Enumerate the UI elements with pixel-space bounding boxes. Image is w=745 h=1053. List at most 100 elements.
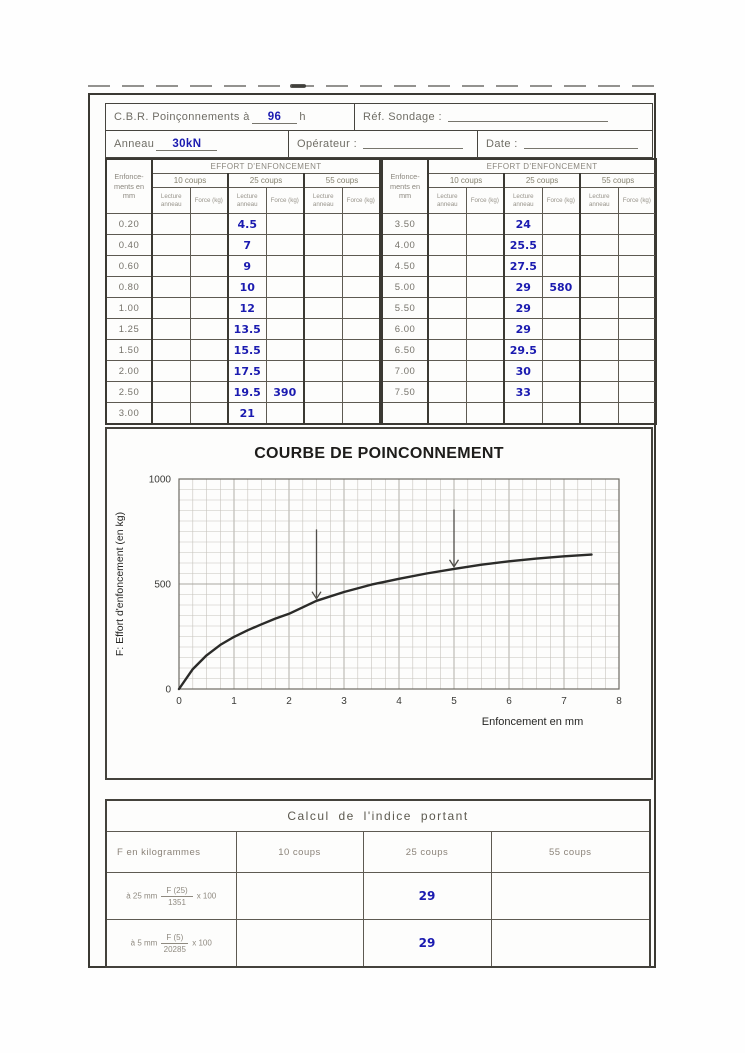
- lecture-anneau-header: Lecture anneau: [579, 187, 619, 214]
- handwritten-value: 21: [239, 407, 255, 420]
- calc-value-cell: 29: [362, 919, 492, 968]
- lecture-cell: [427, 213, 467, 235]
- depth-cell: 0.80: [105, 276, 153, 298]
- force-header: Force (kg): [189, 187, 229, 214]
- force-cell: [189, 339, 229, 361]
- lecture-anneau-header: Lecture anneau: [427, 187, 467, 214]
- force-cell: [465, 360, 505, 382]
- svg-text:0: 0: [165, 685, 171, 696]
- force-cell: [341, 234, 381, 256]
- force-cell: [265, 255, 305, 277]
- lecture-cell: [303, 276, 343, 298]
- handwritten-value: 30: [515, 365, 531, 378]
- table-row: 6.50 29.5: [381, 339, 657, 361]
- lecture-cell: [427, 381, 467, 403]
- lecture-cell: [303, 234, 343, 256]
- lecture-cell: [427, 297, 467, 319]
- force-cell: [617, 339, 657, 361]
- force-cell: [465, 255, 505, 277]
- force-cell: [617, 297, 657, 319]
- handwritten-value: 12: [239, 302, 255, 315]
- table-row: [381, 402, 657, 425]
- force-cell: [265, 276, 305, 298]
- force-header: Force (kg): [265, 187, 305, 214]
- table-row: 4.50 27.5: [381, 255, 657, 277]
- depth-cell: 5.00: [381, 276, 429, 298]
- force-cell: [541, 213, 581, 235]
- force-cell: [465, 339, 505, 361]
- coups-header: 55 coups: [302, 173, 381, 188]
- penetration-table-left: Enfonce- ments en mm EFFORT D'ENFONCEMENT…: [105, 158, 382, 425]
- anneau-label: Anneau: [114, 138, 155, 150]
- force-cell: [541, 297, 581, 319]
- table-row: 3.00 21: [105, 402, 381, 425]
- handwritten-value: 4.5: [237, 218, 258, 231]
- force-cell: [265, 339, 305, 361]
- ref-sondage-blank-line: [448, 109, 608, 122]
- calc-value-cell: [235, 919, 364, 968]
- force-cell: [189, 255, 229, 277]
- formula-suffix: x 100: [196, 891, 217, 901]
- force-cell: [341, 276, 381, 298]
- svg-text:3: 3: [341, 696, 347, 707]
- svg-text:2: 2: [286, 696, 292, 707]
- handwritten-value: 9: [243, 260, 252, 273]
- lecture-cell: [303, 360, 343, 382]
- lecture-cell: 19.5: [227, 381, 267, 403]
- svg-text:8: 8: [616, 696, 622, 707]
- force-cell: [265, 297, 305, 319]
- depth-cell: 1.00: [105, 297, 153, 319]
- lecture-cell: 29.5: [503, 339, 543, 361]
- handwritten-value: 29: [515, 302, 531, 315]
- calc-title: Calcul de l'indice portant: [105, 799, 651, 832]
- table-row: 1.00 12: [105, 297, 381, 319]
- lecture-cell: 29: [503, 297, 543, 319]
- coups-header: 10 coups: [427, 173, 505, 188]
- calc-row: à 25 mm F (25) 1351 x 100 29: [105, 872, 651, 920]
- penetration-table-right: Enfonce- ments en mm EFFORT D'ENFONCEMENT…: [381, 158, 658, 425]
- lecture-cell: 17.5: [227, 360, 267, 382]
- calc-table: Calcul de l'indice portant F en kilogramm…: [105, 799, 651, 968]
- date-cell: Date :: [477, 131, 652, 157]
- scan-torn-edge: [88, 85, 654, 87]
- calc-col-header: 25 coups: [362, 831, 492, 873]
- calc-value-cell: [490, 872, 651, 920]
- depth-cell: 0.60: [105, 255, 153, 277]
- handwritten-value: 29.5: [509, 344, 537, 357]
- table-row: 0.20 4.5: [105, 213, 381, 235]
- depth-cell: 7.00: [381, 360, 429, 382]
- scan-artifact: [290, 84, 306, 88]
- formula-fraction: F (25) 1351: [161, 886, 193, 907]
- penetration-tables: Enfonce- ments en mm EFFORT D'ENFONCEMENT…: [105, 158, 658, 425]
- lecture-cell: [579, 213, 619, 235]
- force-cell: [265, 318, 305, 340]
- depth-cell: 3.50: [381, 213, 429, 235]
- effort-header: EFFORT D'ENFONCEMENT: [427, 158, 657, 174]
- force-cell: [617, 360, 657, 382]
- force-cell: [465, 234, 505, 256]
- force-cell: [265, 360, 305, 382]
- force-cell: [541, 360, 581, 382]
- coups-header: 10 coups: [151, 173, 229, 188]
- force-cell: [341, 297, 381, 319]
- lecture-cell: [579, 381, 619, 403]
- lecture-cell: [303, 381, 343, 403]
- calc-value-cell: 29: [362, 872, 492, 920]
- lecture-cell: 30: [503, 360, 543, 382]
- depth-cell: 7.50: [381, 381, 429, 403]
- formula-suffix: x 100: [192, 938, 212, 948]
- lecture-cell: 13.5: [227, 318, 267, 340]
- table-row: 7.00 30: [381, 360, 657, 382]
- lecture-cell: [427, 234, 467, 256]
- depth-column-header: Enfonce- ments en mm: [105, 158, 153, 214]
- lecture-cell: [427, 402, 467, 425]
- anneau-cell: Anneau 30kN: [106, 131, 288, 157]
- force-header: Force (kg): [617, 187, 657, 214]
- lecture-cell: [303, 213, 343, 235]
- force-cell: [341, 339, 381, 361]
- table-row: 1.25 13.5: [105, 318, 381, 340]
- force-cell: [341, 213, 381, 235]
- form-title: C.B.R. Poinçonnements à: [114, 111, 250, 123]
- force-header: Force (kg): [541, 187, 581, 214]
- lecture-cell: [579, 276, 619, 298]
